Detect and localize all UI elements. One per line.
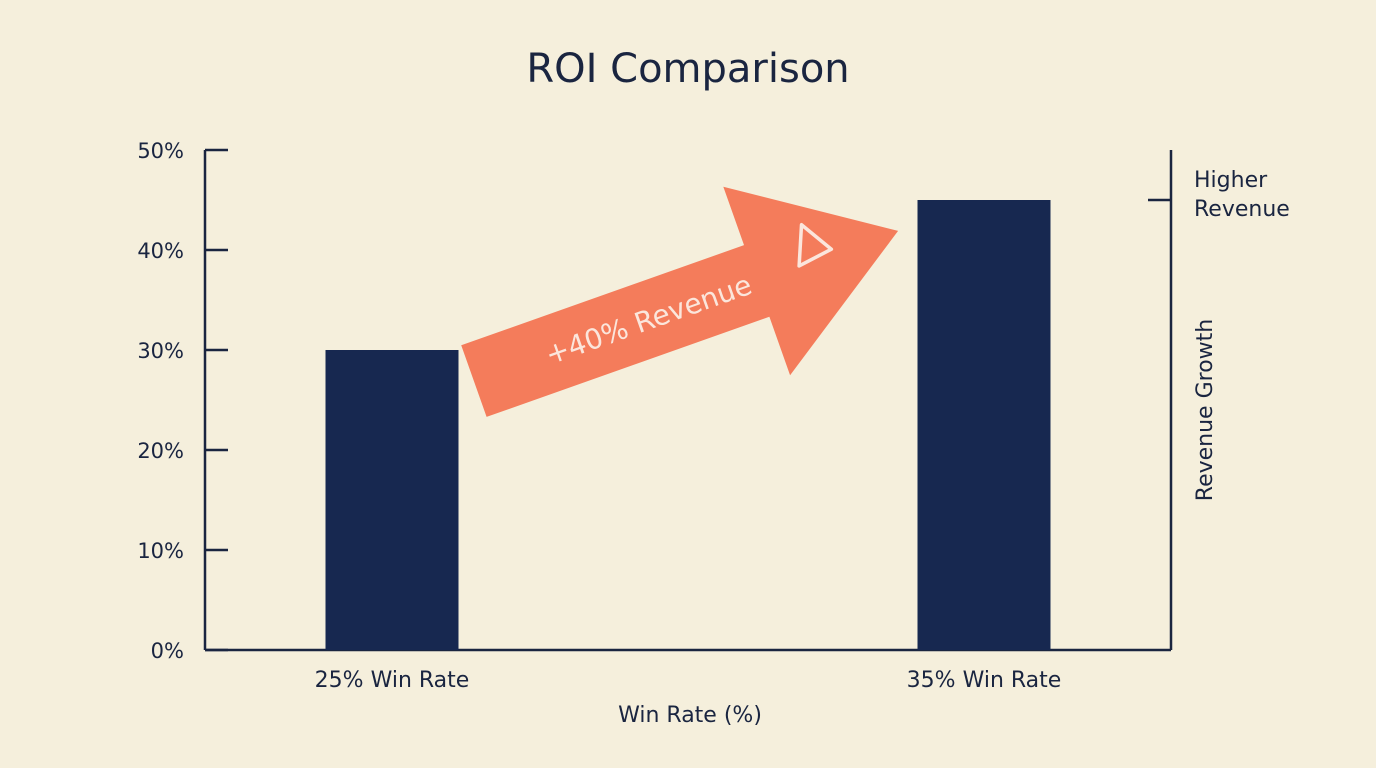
x-category-label: 25% Win Rate	[315, 668, 470, 693]
secondary-axis: Higher Revenue Revenue Growth	[1148, 150, 1290, 650]
y-tick-label: 0%	[151, 639, 184, 663]
bar-1	[325, 350, 459, 650]
x-category-label: 35% Win Rate	[907, 668, 1062, 693]
y-tick-label: 30%	[137, 339, 184, 363]
revenue-arrow-annotation: +40% Revenue	[461, 186, 899, 417]
arrow-group: +40% Revenue	[461, 186, 899, 417]
x-axis-label: Win Rate (%)	[618, 703, 762, 728]
secondary-axis-label: Revenue Growth	[1193, 319, 1218, 501]
delta-icon	[797, 223, 834, 268]
y-tick-label: 50%	[137, 139, 184, 163]
bar-2	[917, 200, 1051, 650]
secondary-marker-label: Revenue	[1194, 197, 1290, 222]
y-tick-label: 10%	[137, 539, 184, 563]
chart-title: ROI Comparison	[526, 46, 849, 92]
y-tick-label: 40%	[137, 239, 184, 263]
bars: 25% Win Rate 35% Win Rate	[315, 200, 1062, 693]
arrow-shape	[461, 186, 899, 417]
secondary-marker-label: Higher	[1194, 168, 1268, 193]
y-tick-label: 20%	[137, 439, 184, 463]
